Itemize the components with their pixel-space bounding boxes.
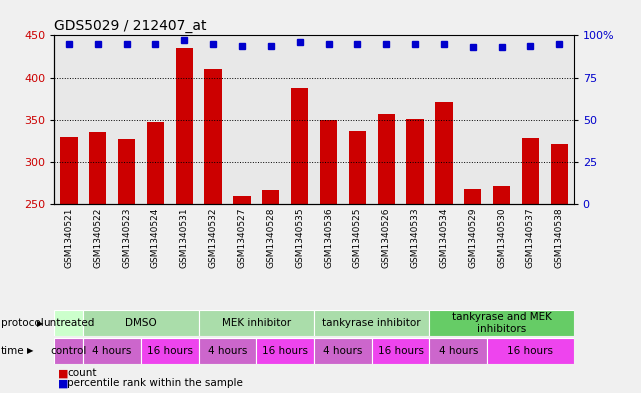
Bar (256, 338, 314, 364)
Bar (429, 338, 487, 364)
Bar (314, 338, 372, 364)
Bar (372, 338, 429, 364)
Text: DMSO: DMSO (125, 318, 157, 328)
Text: tankyrase and MEK
inhibitors: tankyrase and MEK inhibitors (452, 312, 551, 334)
Bar (83, 338, 141, 364)
Bar (83, 310, 199, 336)
Bar (291, 88, 308, 204)
Bar (349, 131, 366, 204)
Text: 16 hours: 16 hours (147, 346, 193, 356)
Bar (233, 196, 251, 204)
Text: 4 hours: 4 hours (438, 346, 478, 356)
Bar (204, 69, 222, 204)
Text: time: time (1, 346, 24, 356)
Bar (54, 338, 83, 364)
Text: 4 hours: 4 hours (323, 346, 363, 356)
Bar (551, 144, 568, 204)
Text: percentile rank within the sample: percentile rank within the sample (67, 378, 243, 388)
Bar (464, 189, 481, 204)
Bar (199, 338, 256, 364)
Text: 16 hours: 16 hours (378, 346, 424, 356)
Bar (378, 114, 395, 204)
Text: 4 hours: 4 hours (92, 346, 132, 356)
Bar (320, 120, 337, 204)
Bar (429, 310, 574, 336)
Bar (493, 186, 510, 204)
Bar (487, 338, 574, 364)
Text: ▶: ▶ (27, 346, 33, 355)
Text: GDS5029 / 212407_at: GDS5029 / 212407_at (54, 19, 207, 33)
Bar (522, 138, 539, 204)
Text: protocol: protocol (1, 318, 44, 328)
Text: MEK inhibitor: MEK inhibitor (222, 318, 291, 328)
Bar (262, 190, 279, 204)
Text: count: count (67, 368, 97, 378)
Bar (89, 132, 106, 204)
Text: control: control (51, 346, 87, 356)
Bar (314, 310, 429, 336)
Bar (141, 338, 199, 364)
Bar (60, 137, 78, 204)
Bar (435, 102, 453, 204)
Bar (147, 121, 164, 204)
Text: untreated: untreated (43, 318, 95, 328)
Text: 4 hours: 4 hours (208, 346, 247, 356)
Text: ▶: ▶ (37, 319, 44, 328)
Bar (118, 139, 135, 204)
Text: ■: ■ (58, 378, 68, 388)
Bar (176, 48, 193, 204)
Text: 16 hours: 16 hours (508, 346, 553, 356)
Bar (199, 310, 314, 336)
Text: ■: ■ (58, 368, 68, 378)
Text: 16 hours: 16 hours (262, 346, 308, 356)
Bar (54, 310, 83, 336)
Bar (406, 119, 424, 204)
Text: tankyrase inhibitor: tankyrase inhibitor (322, 318, 421, 328)
